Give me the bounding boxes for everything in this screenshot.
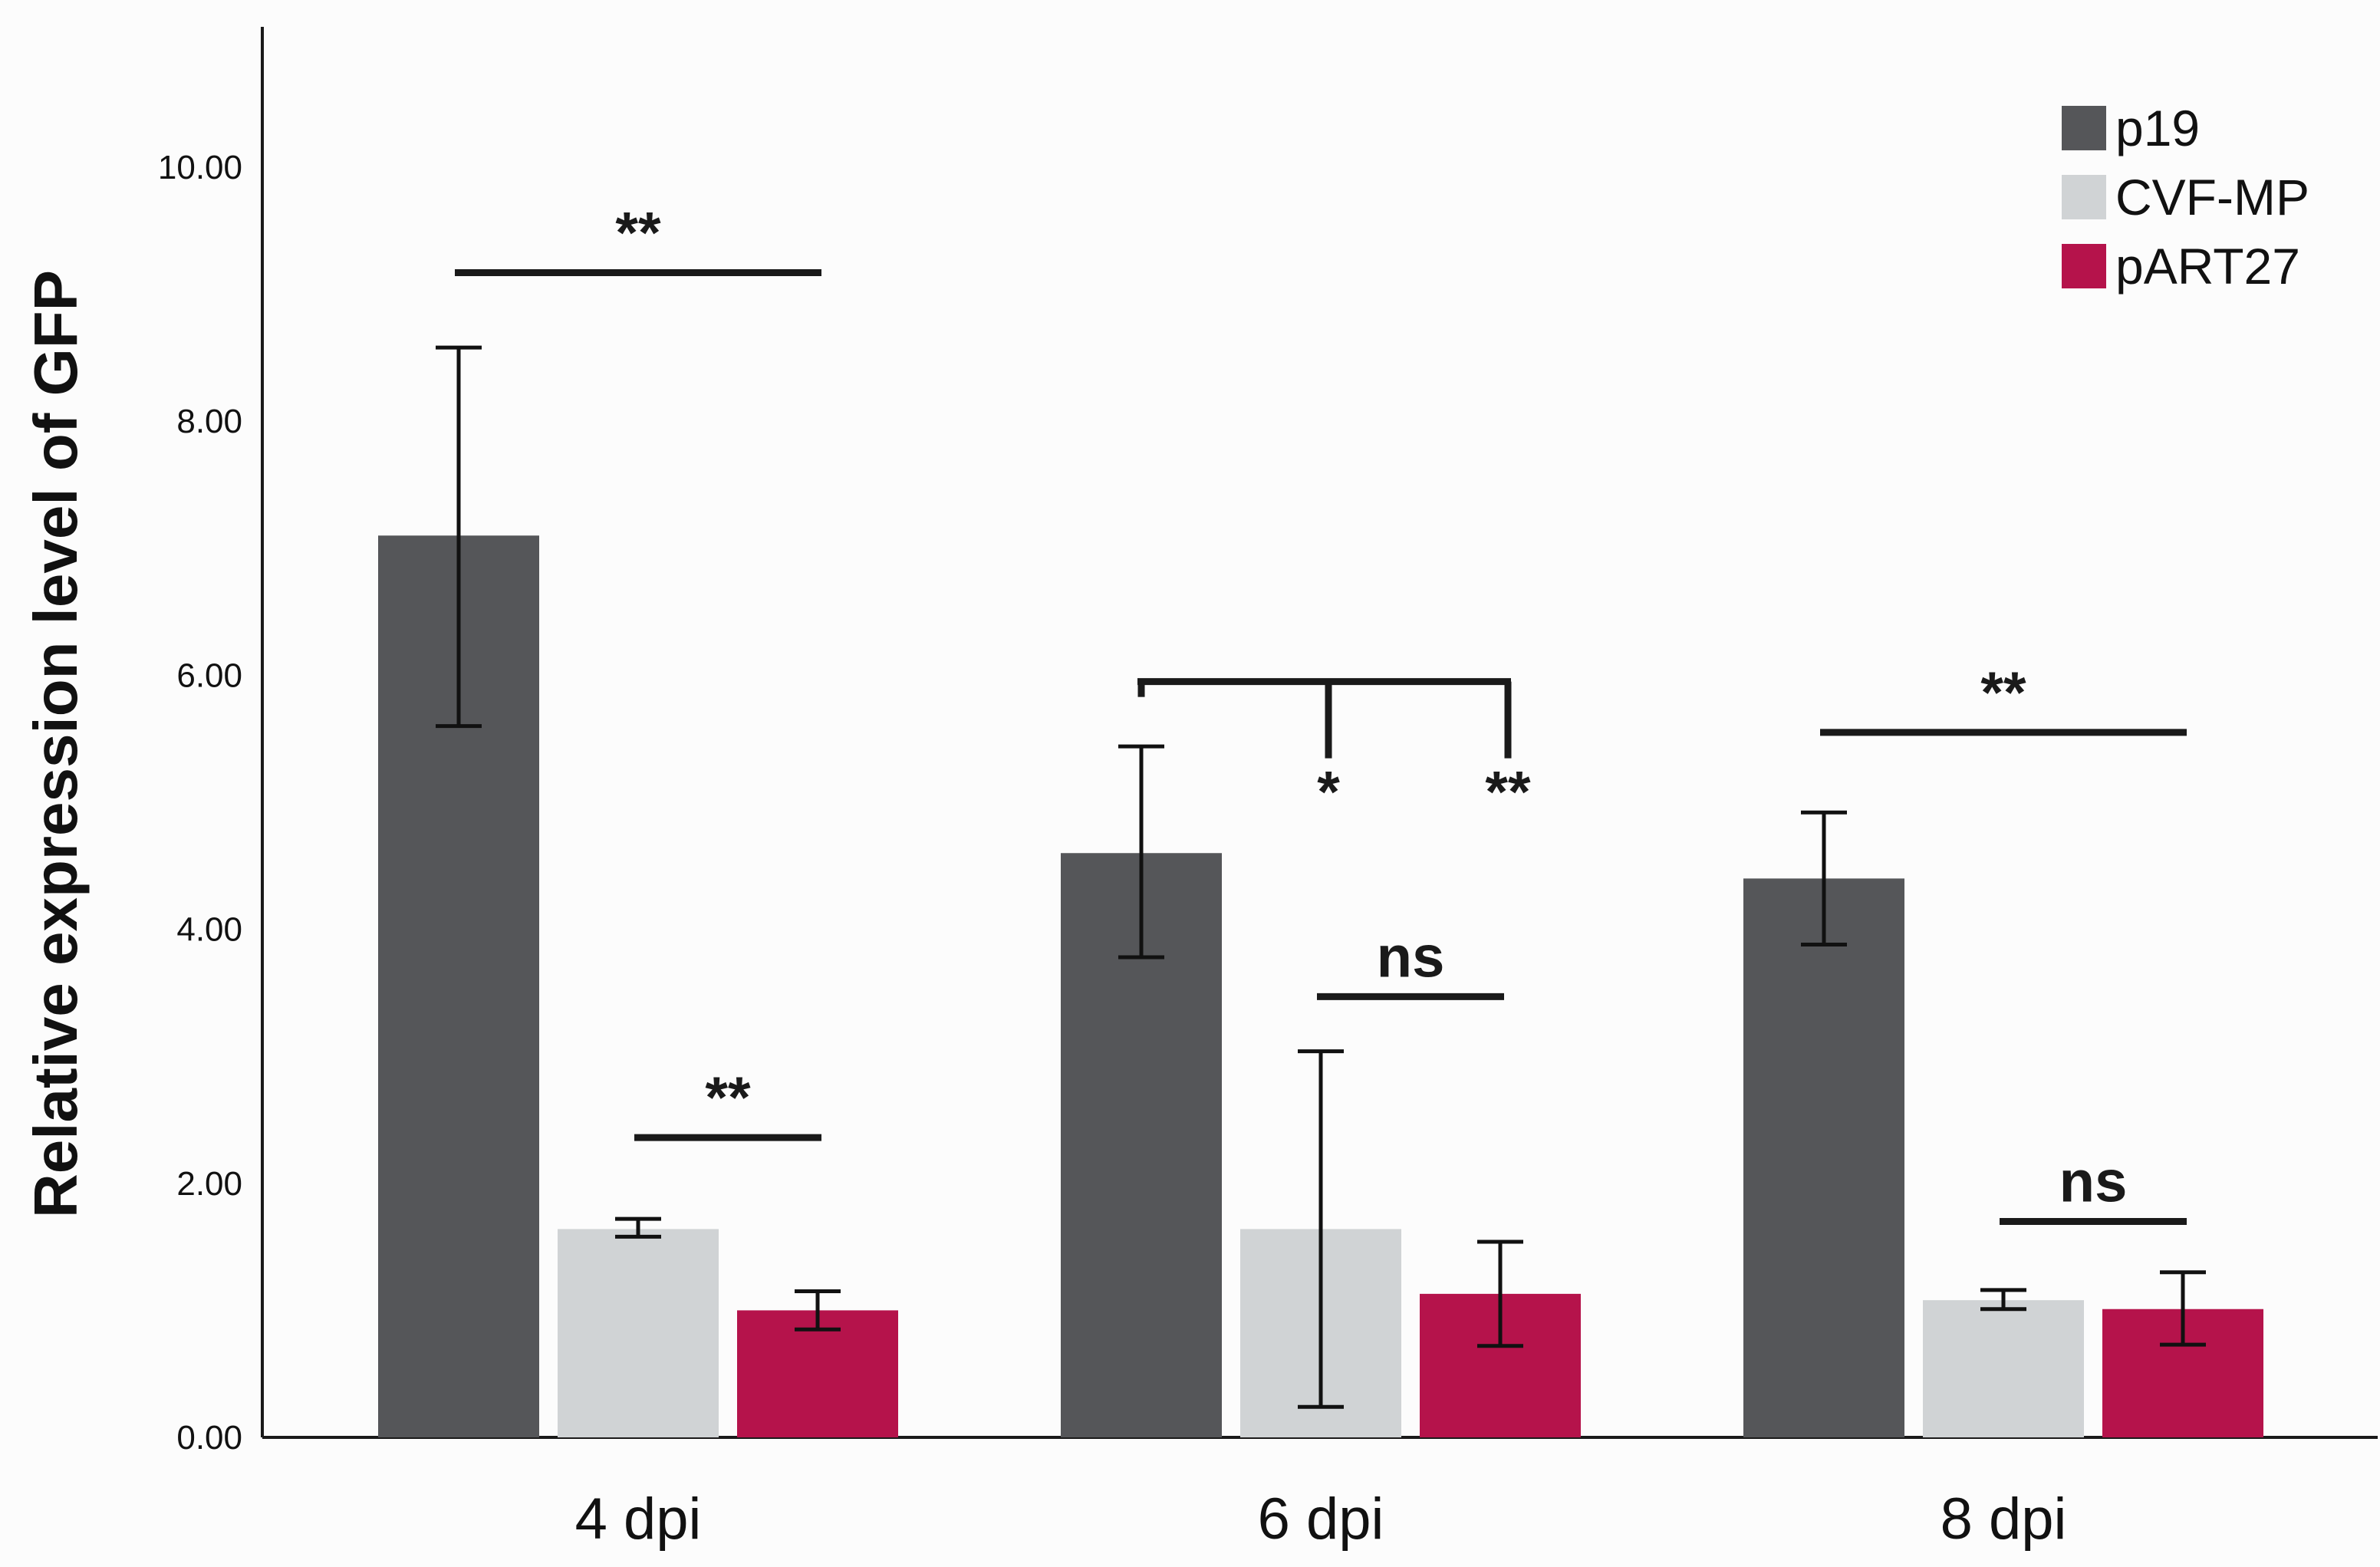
legend-swatch-pART27	[2062, 244, 2106, 288]
y-axis-title: Relative expression level of GFP	[21, 270, 90, 1218]
y-tick-label: 8.00	[176, 403, 242, 440]
legend-label: pART27	[2115, 238, 2300, 295]
significance-label: *	[1317, 760, 1340, 825]
significance-label: **	[1485, 760, 1531, 825]
legend-swatch-CVF-MP	[2062, 175, 2106, 219]
bar-CVF-MP-4-dpi	[558, 1229, 719, 1437]
significance-label: ns	[1377, 924, 1445, 989]
legend-swatch-p19	[2062, 106, 2106, 150]
y-tick-label: 6.00	[176, 657, 242, 694]
significance-label: **	[615, 200, 661, 265]
x-tick-label: 4 dpi	[575, 1486, 702, 1552]
legend-label: p19	[2115, 100, 2200, 156]
x-tick-labels: 4 dpi 6 dpi 8 dpi	[575, 1486, 2067, 1552]
y-axis-title-group: Relative expression level of GFP	[21, 270, 90, 1218]
y-tick-label: 10.00	[158, 149, 242, 186]
error-bars	[436, 345, 2206, 1409]
y-tick-label: 2.00	[176, 1165, 242, 1203]
legend: p19 CVF-MP pART27	[2062, 100, 2309, 295]
bar-CVF-MP-8-dpi	[1923, 1300, 2084, 1437]
significance-label: **	[1980, 660, 2026, 726]
significance-label: ns	[2059, 1149, 2128, 1214]
x-tick-label: 6 dpi	[1258, 1486, 1384, 1552]
x-tick-label: 8 dpi	[1941, 1486, 2067, 1552]
y-tick-label: 0.00	[176, 1419, 242, 1457]
significance-label: **	[705, 1065, 751, 1131]
bars	[378, 535, 2263, 1437]
y-tick-label: 4.00	[176, 911, 242, 949]
bar-pART27-4-dpi	[737, 1310, 898, 1437]
bar-p19-8-dpi	[1743, 878, 1904, 1437]
significance-annotations: ***** **ns**ns	[455, 200, 2187, 1225]
legend-label: CVF-MP	[2115, 169, 2309, 226]
